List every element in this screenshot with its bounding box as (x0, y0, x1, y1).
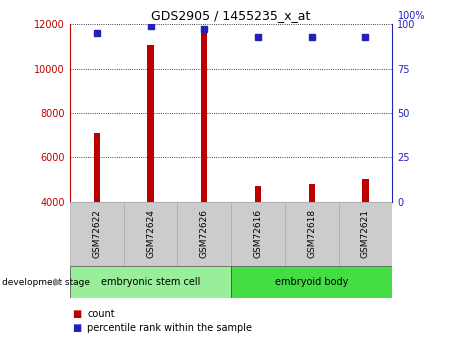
Bar (70, 266, 231, 298)
Text: ▶: ▶ (55, 277, 63, 287)
Text: GSM72624: GSM72624 (146, 209, 155, 258)
Bar (231, 266, 392, 298)
Bar (339, 202, 392, 266)
Bar (70, 202, 124, 266)
Bar (93, 133, 100, 202)
Text: 100%: 100% (398, 11, 425, 21)
Bar (362, 179, 369, 202)
Text: count: count (87, 309, 115, 319)
Bar (177, 202, 231, 266)
Bar (124, 202, 177, 266)
Bar (201, 31, 207, 202)
Text: embryonic stem cell: embryonic stem cell (101, 277, 200, 287)
Bar (255, 186, 261, 202)
Bar (285, 202, 339, 266)
Text: ■: ■ (72, 309, 82, 319)
Title: GDS2905 / 1455235_x_at: GDS2905 / 1455235_x_at (152, 9, 311, 22)
Text: percentile rank within the sample: percentile rank within the sample (87, 323, 252, 333)
Text: development stage: development stage (2, 277, 90, 287)
Bar (231, 202, 285, 266)
Text: ■: ■ (72, 323, 82, 333)
Text: GSM72626: GSM72626 (200, 209, 209, 258)
Text: GSM72616: GSM72616 (253, 209, 262, 258)
Bar (147, 45, 154, 202)
Text: embryoid body: embryoid body (275, 277, 349, 287)
Text: GSM72618: GSM72618 (307, 209, 316, 258)
Text: GSM72622: GSM72622 (92, 209, 101, 258)
Text: GSM72621: GSM72621 (361, 209, 370, 258)
Bar (308, 184, 315, 202)
